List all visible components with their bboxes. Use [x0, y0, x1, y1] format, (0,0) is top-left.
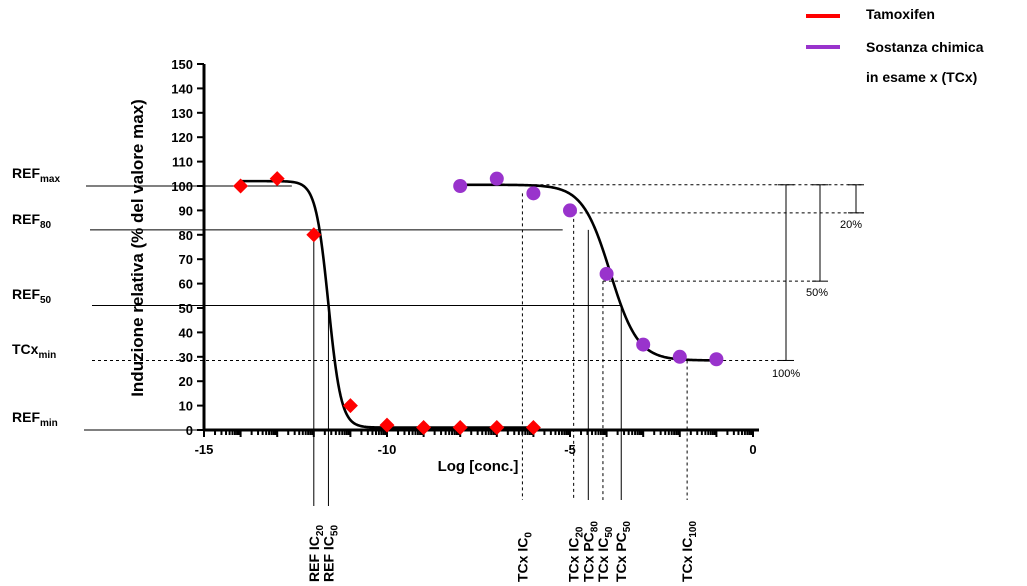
x-axis-label: Log [conc.] [438, 458, 519, 475]
y-tick-label: 140 [171, 81, 193, 96]
legend: Tamoxifen Sostanza chimica in esame x (T… [806, 6, 984, 85]
marker-label-ref-ic20: REF IC20 [306, 525, 326, 582]
point-tamoxifen [525, 420, 541, 436]
point-tamoxifen [452, 420, 468, 436]
solid-guide-lines [84, 184, 864, 506]
y-axis-label: Induzione relativa (% del valore max) [128, 99, 147, 397]
y-tick-label: 20 [179, 374, 193, 389]
y-tick-label: 150 [171, 57, 193, 72]
point-tcx [489, 171, 504, 186]
marker-label-ref-ic50: REF IC50 [320, 525, 340, 582]
marker-label-tcx-ic100: TCx IC100 [679, 521, 699, 582]
point-tcx [709, 352, 724, 367]
axes: 0 10 20 30 40 50 60 70 80 90 100 110 120 130 140 150 -15… [171, 57, 759, 457]
ref-label-ref-80: REF80 [12, 211, 52, 231]
legend-label-tcx-line1: Sostanza chimica [866, 39, 984, 55]
point-tcx [453, 179, 468, 193]
marker-label-tcx-ic50: TCx IC50 [595, 526, 615, 582]
point-tcx [599, 266, 614, 281]
x-tick-label: 0 [749, 442, 756, 457]
fit-curve-series-0 [240, 179, 534, 429]
y-tick-label: 110 [172, 155, 193, 170]
point-tamoxifen [342, 398, 358, 414]
point-tamoxifen [379, 417, 395, 433]
point-tcx [636, 337, 651, 352]
point-tamoxifen [269, 171, 285, 187]
y-tick-label: 0 [186, 423, 193, 438]
point-tamoxifen [306, 227, 322, 243]
y-tick-label: 10 [179, 399, 193, 414]
y-tick-label: 100 [171, 179, 193, 194]
marker-label-tcx-ic20: TCx IC20 [566, 526, 586, 582]
ref-label-ref-50: REF50 [12, 286, 52, 306]
percent-label-pct-20: 20% [840, 219, 862, 231]
marker-label-tcx-pc80: TCx PC80 [580, 521, 600, 582]
marker-label-tcx-ic0: TCx IC0 [514, 532, 534, 582]
dashed-guide-lines [92, 184, 864, 500]
annotation-labels: REFmax REF80 REF50 TCxmin REFmin 20% 50% 100% RE… [12, 165, 862, 582]
ref-label-ref-max: REFmax [12, 165, 60, 185]
legend-label-tamoxifen: Tamoxifen [866, 6, 935, 22]
point-tcx [526, 186, 541, 201]
percent-label-pct-100: 100% [772, 368, 800, 380]
point-tamoxifen [416, 420, 432, 436]
x-tick-label: -5 [564, 442, 576, 457]
y-tick-label: 50 [179, 301, 193, 316]
x-tick-label: -15 [195, 442, 214, 457]
y-tick-label: 40 [179, 325, 193, 340]
data-points [233, 171, 724, 436]
ref-label-ref-min: REFmin [12, 409, 58, 429]
point-tamoxifen [489, 420, 505, 436]
y-tick-label: 30 [179, 350, 193, 365]
y-tick-label: 130 [171, 106, 193, 121]
y-tick-label: 80 [179, 228, 193, 243]
y-tick-label: 90 [179, 203, 193, 218]
point-tamoxifen [233, 178, 249, 194]
fit-curves [240, 179, 717, 429]
point-tcx [672, 349, 687, 364]
y-tick-label: 70 [179, 252, 193, 267]
y-tick-label: 60 [179, 277, 193, 292]
y-tick-label: 120 [171, 130, 193, 145]
legend-label-tcx-line2: in esame x (TCx) [866, 69, 977, 85]
ref-label-tcx-min: TCxmin [12, 341, 56, 361]
marker-label-tcx-pc50: TCx PC50 [613, 521, 633, 582]
point-tcx [563, 203, 577, 218]
x-tick-label: -10 [378, 442, 397, 457]
percent-label-pct-50: 50% [806, 287, 828, 299]
